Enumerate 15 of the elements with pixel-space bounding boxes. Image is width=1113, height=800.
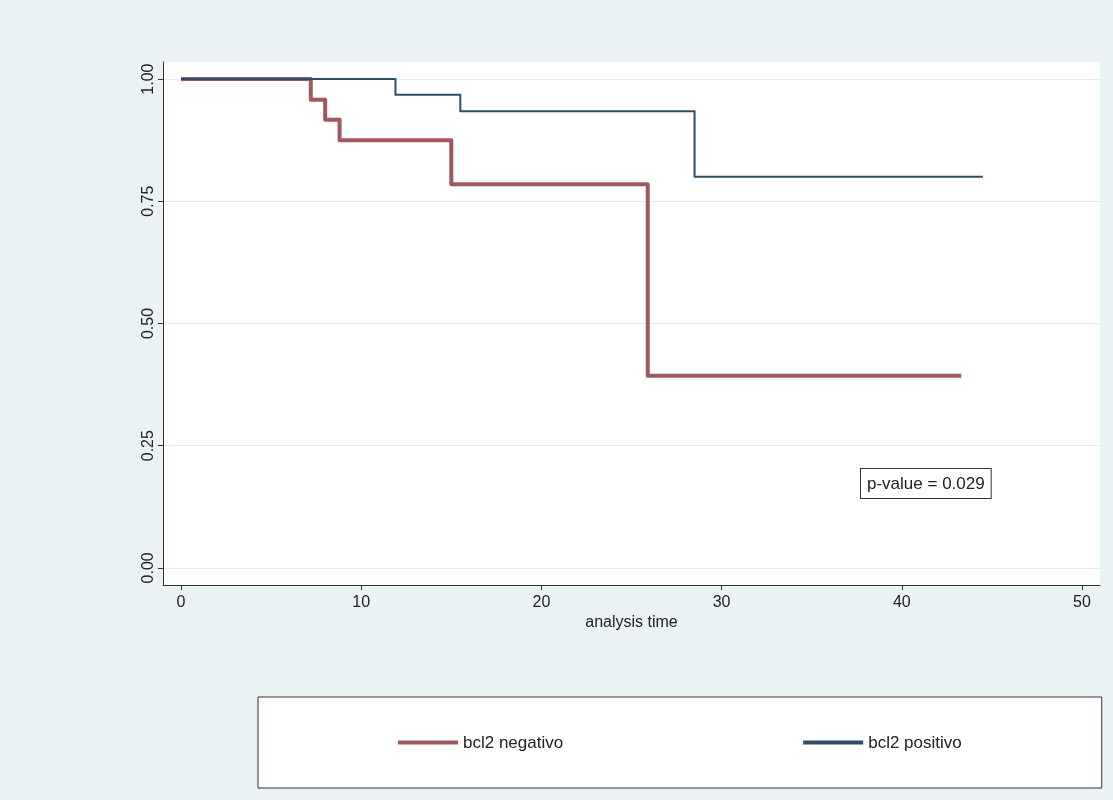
annotation: p-value = 0.029 (867, 474, 985, 493)
y-tick-label: 0.75 (138, 185, 156, 217)
x-tick-label: 0 (176, 592, 186, 610)
y-tick-label: 0.50 (138, 307, 156, 340)
legend-label: bcl2 positivo (868, 733, 962, 752)
x-tick-label: 20 (532, 592, 551, 610)
x-tick-label: 10 (352, 592, 371, 610)
x-axis-title: analysis time (585, 613, 678, 631)
x-tick-label: 50 (1073, 592, 1091, 610)
y-tick-label: 1.00 (138, 63, 156, 95)
x-tick-label: 40 (892, 592, 911, 610)
x-tick-label: 30 (712, 592, 731, 610)
legend-label: bcl2 negativo (463, 733, 564, 752)
y-tick-label: 0.25 (138, 430, 156, 462)
y-tick-label: 0.00 (138, 552, 156, 584)
